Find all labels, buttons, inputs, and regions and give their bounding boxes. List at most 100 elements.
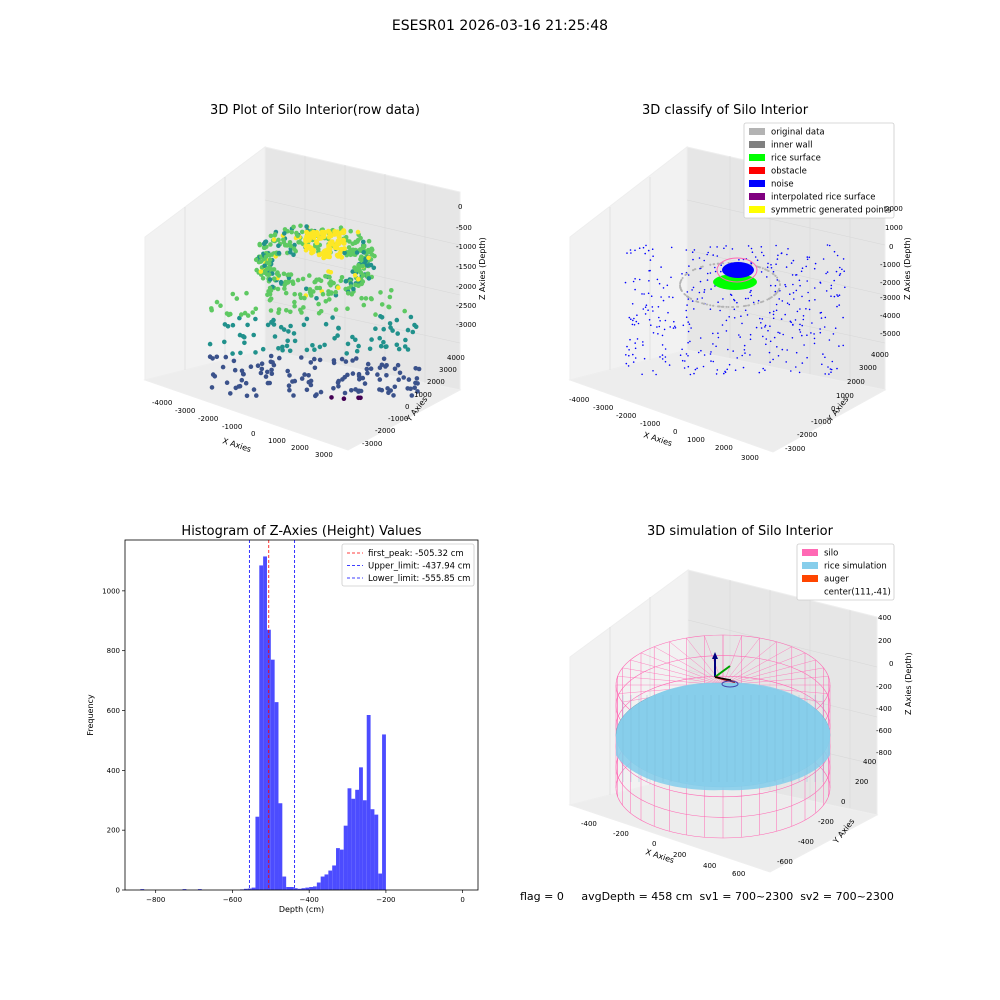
noise-point	[634, 249, 636, 252]
original-point	[709, 304, 712, 307]
raw-point	[325, 254, 331, 259]
raw-point	[364, 366, 370, 372]
noise-point	[773, 336, 776, 339]
histogram-bar	[336, 848, 340, 890]
noise-point	[632, 361, 635, 363]
raw-point	[240, 334, 246, 339]
noise-point	[844, 286, 846, 289]
noise-point	[656, 326, 658, 328]
noise-point	[682, 324, 685, 327]
classify-ztick: 1000	[885, 224, 903, 232]
noise-point	[657, 306, 660, 308]
raw-point	[280, 347, 285, 353]
raw-point	[377, 377, 383, 382]
panel-simulation: 3D simulation of Silo Interior silo rice …	[555, 520, 935, 880]
noise-point	[709, 353, 712, 355]
original-point	[690, 297, 693, 300]
noise-point	[736, 357, 738, 359]
noise-point	[636, 314, 638, 316]
noise-point	[837, 295, 839, 297]
raw-ytick: 1000	[414, 391, 432, 399]
noise-point	[628, 349, 630, 351]
simulation-legend-label: auger	[824, 575, 849, 585]
raw-point	[298, 223, 303, 229]
raw-point	[358, 395, 363, 401]
noise-point	[774, 290, 777, 293]
noise-point	[767, 329, 769, 332]
noise-point	[772, 270, 775, 273]
histogram-legend-box	[341, 543, 475, 587]
noise-point	[765, 343, 767, 346]
noise-point	[821, 363, 823, 366]
noise-point	[644, 252, 646, 255]
noise-point	[630, 318, 632, 320]
raw-point	[285, 338, 290, 344]
noise-point	[664, 348, 667, 350]
noise-point	[802, 318, 805, 321]
original-point	[679, 284, 681, 287]
raw-point	[391, 393, 396, 398]
noise-point	[701, 297, 703, 299]
noise-point	[651, 306, 654, 308]
raw-point	[345, 306, 350, 311]
raw-point	[402, 344, 408, 349]
histogram-bar	[351, 798, 356, 890]
raw-point	[381, 339, 386, 345]
raw-point	[341, 237, 346, 243]
raw-point	[292, 299, 297, 305]
raw-point	[304, 286, 309, 292]
histogram-bar	[370, 809, 375, 890]
raw-point	[385, 386, 390, 391]
noise-point	[801, 362, 804, 364]
raw-point	[282, 286, 287, 291]
raw-point	[260, 346, 266, 352]
raw-point	[276, 346, 281, 351]
original-point	[725, 305, 728, 308]
simulation-ztick: 200	[878, 637, 891, 645]
raw-point	[209, 385, 215, 390]
raw-point	[365, 370, 370, 376]
raw-point	[353, 240, 358, 246]
noise-point	[786, 349, 788, 351]
noise-point	[649, 269, 651, 272]
raw-point	[304, 347, 310, 353]
simulation-xtick: -200	[613, 830, 629, 838]
raw-point	[323, 299, 329, 304]
raw-point	[285, 280, 291, 285]
raw-ztick: 0	[458, 203, 462, 211]
raw-point	[312, 356, 317, 362]
noise-point	[688, 265, 690, 267]
noise-point	[786, 253, 788, 256]
raw-point	[320, 291, 326, 297]
noise-point	[624, 281, 627, 284]
raw-point	[267, 261, 272, 266]
noise-point	[714, 270, 717, 273]
noise-point	[674, 327, 677, 329]
raw-point	[351, 286, 356, 292]
raw-point	[268, 288, 274, 293]
raw-point	[222, 322, 228, 327]
raw-point	[292, 303, 297, 309]
classify-legend-label: rice surface	[771, 154, 821, 164]
classify-xtick: -2000	[616, 412, 636, 420]
classify-legend-box	[743, 122, 895, 219]
raw-point	[300, 276, 306, 282]
noise-point	[777, 254, 779, 257]
figure-title: ESESR01 2026-03-16 21:25:48	[391, 18, 609, 34]
raw-point	[276, 243, 281, 249]
noise-point	[782, 333, 784, 336]
original-point	[757, 302, 760, 305]
silo-roof-line	[722, 652, 806, 686]
noise-point	[772, 310, 775, 313]
raw-ztick: -2500	[456, 302, 476, 310]
raw-point	[272, 232, 278, 237]
classify-xtick: 0	[673, 428, 677, 436]
noise-point	[686, 304, 688, 306]
noise-point	[833, 250, 836, 253]
noise-point	[751, 251, 754, 253]
original-point	[758, 266, 761, 269]
noise-point	[644, 306, 647, 308]
classify-legend-label: original data	[771, 128, 825, 138]
raw-point	[356, 371, 362, 377]
noise-point	[662, 299, 665, 302]
